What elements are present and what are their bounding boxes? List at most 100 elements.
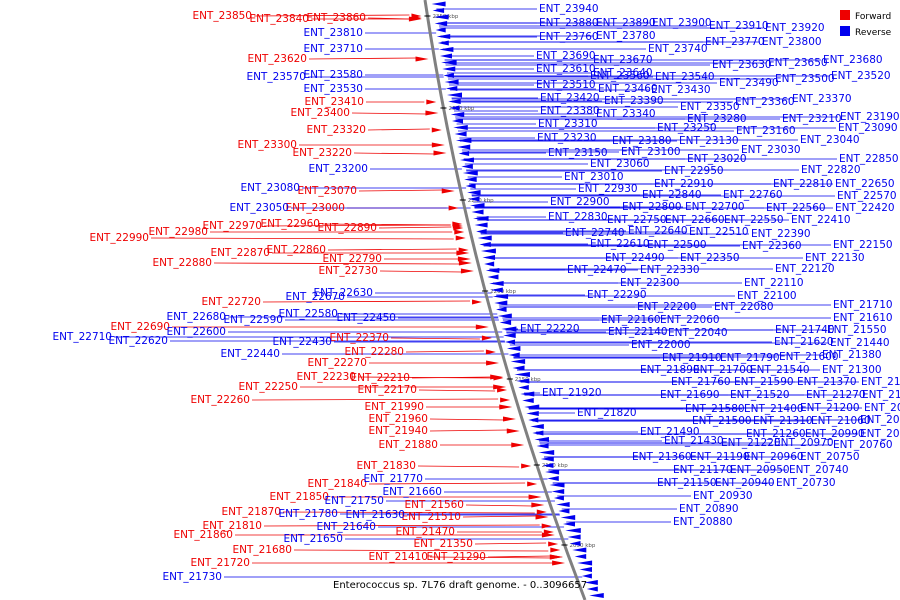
forward-feature-arrow bbox=[431, 127, 442, 133]
gene-label: ENT_22570 bbox=[837, 190, 897, 202]
leader-line bbox=[253, 14, 410, 17]
reverse-feature-arrow bbox=[477, 235, 492, 241]
gene-label: ENT_23740 bbox=[648, 43, 708, 55]
leader-line bbox=[353, 152, 435, 155]
gene-label: ENT_21860 bbox=[173, 529, 233, 541]
reverse-feature-arrow bbox=[476, 229, 487, 234]
gene-label: ENT_23090 bbox=[838, 122, 898, 134]
gene-label: ENT_22250 bbox=[238, 381, 298, 393]
gene-label: ENT_23460 bbox=[598, 83, 658, 95]
leader-line bbox=[213, 262, 460, 265]
gene-label: ENT_22160 bbox=[601, 314, 661, 326]
reverse-feature-arrow bbox=[479, 242, 491, 247]
forward-feature-arrow bbox=[536, 509, 547, 515]
gene-label: ENT_23420 bbox=[540, 92, 600, 104]
leader-line bbox=[251, 398, 499, 401]
forward-feature-arrow bbox=[549, 554, 563, 560]
gene-label: ENT_21630 bbox=[345, 509, 405, 521]
gene-label: ENT_23230 bbox=[537, 132, 597, 144]
gene-label: ENT_22270 bbox=[307, 357, 367, 369]
reverse-feature-arrow bbox=[438, 47, 454, 52]
forward-feature-arrow bbox=[499, 404, 513, 410]
gene-label: ENT_20760 bbox=[833, 439, 893, 451]
leader-line bbox=[487, 555, 551, 558]
gene-label: ENT_22960 bbox=[260, 218, 320, 230]
gene-label: ENT_23000 bbox=[285, 202, 345, 214]
forward-feature-arrow bbox=[485, 349, 496, 355]
gene-label: ENT_23210 bbox=[782, 113, 842, 125]
gene-label: ENT_23280 bbox=[687, 113, 747, 125]
gene-label: ENT_22370 bbox=[329, 332, 389, 344]
reverse-feature-arrow bbox=[586, 586, 598, 592]
reverse-feature-arrow bbox=[442, 66, 456, 72]
reverse-feature-arrow bbox=[565, 528, 581, 533]
leader-line bbox=[263, 224, 451, 227]
gene-label: ENT_23610 bbox=[536, 63, 596, 75]
gene-label: ENT_22850 bbox=[839, 153, 899, 165]
gene-label: ENT_23070 bbox=[297, 185, 357, 197]
forward-feature-arrow bbox=[535, 514, 549, 520]
forward-feature-arrow bbox=[543, 529, 554, 535]
leader-line bbox=[327, 248, 457, 251]
gene-label: ENT_23850 bbox=[192, 10, 252, 22]
reverse-feature-arrow bbox=[518, 385, 529, 390]
gene-label: ENT_22820 bbox=[801, 164, 861, 176]
gene-label: ENT_23890 bbox=[596, 17, 656, 29]
forward-legend-swatch bbox=[840, 10, 850, 20]
forward-feature-arrow bbox=[502, 416, 516, 422]
reverse-feature-arrow bbox=[467, 190, 481, 195]
forward-feature-arrow bbox=[448, 205, 459, 211]
gene-label: ENT_21150 bbox=[657, 477, 717, 489]
reverse-feature-arrow bbox=[434, 21, 448, 26]
gene-label: ENT_22640 bbox=[628, 225, 688, 237]
gene-label: ENT_22930 bbox=[578, 183, 638, 195]
leader-line bbox=[465, 504, 533, 507]
gene-label: ENT_22280 bbox=[344, 346, 404, 358]
reverse-feature-arrow bbox=[453, 125, 468, 130]
gene-label: ENT_23900 bbox=[652, 17, 712, 29]
gene-label: ENT_23490 bbox=[719, 77, 779, 89]
gene-label: ENT_23350 bbox=[680, 101, 740, 113]
gene-label: ENT_21650 bbox=[283, 533, 343, 545]
gene-label: ENT_22290 bbox=[587, 289, 647, 301]
gene-label: ENT_22560 bbox=[766, 202, 826, 214]
reverse-feature-arrow bbox=[435, 27, 446, 33]
gene-label: ENT_21410 bbox=[368, 551, 428, 563]
forward-feature-arrow bbox=[531, 502, 545, 508]
reverse-feature-arrow bbox=[572, 547, 587, 553]
reverse-feature-arrow bbox=[501, 326, 517, 332]
reverse-feature-arrow bbox=[440, 53, 453, 59]
gene-label: ENT_22670 bbox=[285, 291, 345, 303]
gene-label: ENT_22740 bbox=[565, 227, 625, 239]
gene-label: ENT_21700 bbox=[693, 364, 753, 376]
gene-label: ENT_22060 bbox=[660, 314, 720, 326]
gene-label: ENT_21850 bbox=[269, 491, 329, 503]
gene-label: ENT_22430 bbox=[272, 336, 332, 348]
gene-label: ENT_23200 bbox=[308, 163, 368, 175]
gene-label: ENT_21400 bbox=[744, 403, 804, 415]
gene-label: ENT_21680 bbox=[232, 544, 292, 556]
reverse-feature-arrow bbox=[584, 580, 598, 585]
gene-label: ENT_23840 bbox=[249, 13, 309, 25]
gene-label: ENT_22500 bbox=[647, 239, 707, 251]
gene-label: ENT_22580 bbox=[278, 308, 338, 320]
reverse-feature-arrow bbox=[558, 508, 570, 514]
gene-label: ENT_22950 bbox=[664, 165, 724, 177]
reverse-feature-arrow bbox=[530, 424, 544, 429]
reverse-feature-arrow bbox=[581, 573, 592, 579]
scale-tick-label: 2300 kbp bbox=[448, 106, 474, 112]
gene-label: ENT_21960 bbox=[368, 413, 428, 425]
gene-label: ENT_22150 bbox=[833, 239, 893, 251]
gene-label: ENT_21710 bbox=[833, 299, 893, 311]
gene-label: ENT_22550 bbox=[724, 214, 784, 226]
leader-line bbox=[308, 57, 417, 60]
reverse-feature-arrow bbox=[560, 515, 576, 520]
gene-label: ENT_21820 bbox=[577, 407, 637, 419]
gene-label: ENT_22130 bbox=[805, 252, 865, 264]
gene-label: ENT_21690 bbox=[660, 389, 720, 401]
gene-label: ENT_22040 bbox=[668, 327, 728, 339]
gene-label: ENT_23300 bbox=[237, 139, 297, 151]
gene-label: ENT_21610 bbox=[833, 312, 893, 324]
gene-label: ENT_23220 bbox=[292, 147, 352, 159]
gene-label: ENT_23380 bbox=[540, 105, 600, 117]
